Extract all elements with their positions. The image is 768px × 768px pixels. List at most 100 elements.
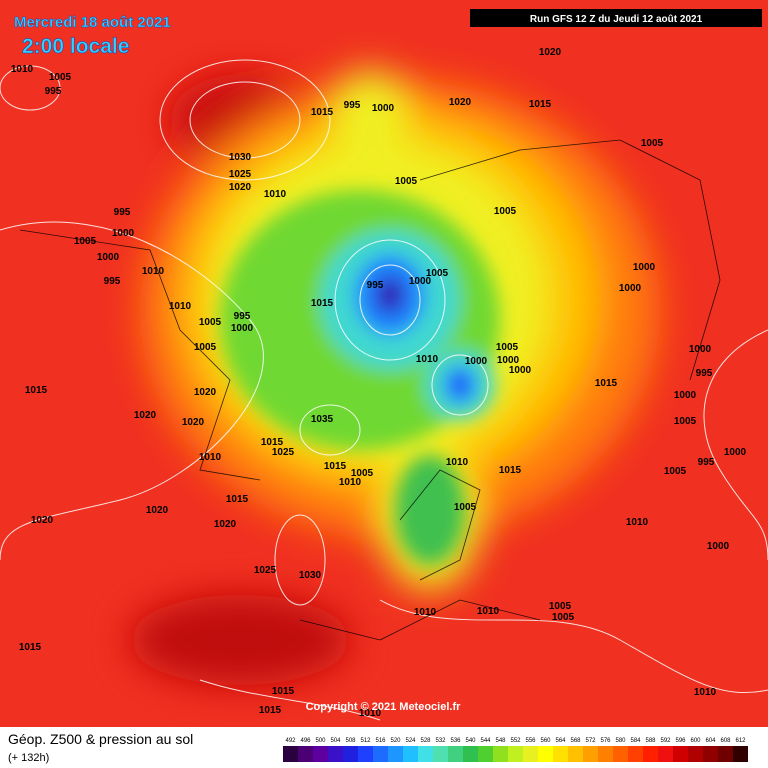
isobar-label: 1010: [142, 266, 165, 277]
isobar-label: 1020: [146, 505, 169, 516]
isobar-label: 1020: [31, 515, 54, 526]
legend-label: 576: [600, 738, 611, 744]
legend-label: 504: [330, 738, 341, 744]
isobar-label: 1020: [229, 182, 252, 193]
isobar-label: 1000: [707, 541, 730, 552]
legend-label: 520: [390, 738, 401, 744]
isobar-label: 1005: [641, 138, 664, 149]
isobar-label: 1010: [169, 301, 192, 312]
legend-label: 564: [555, 738, 566, 744]
isobar-label: 1005: [426, 268, 449, 279]
footer-title: Géop. Z500 & pression au sol: [8, 731, 193, 747]
isobar-label: 1000: [112, 228, 135, 239]
date-title: Mercredi 18 août 2021: [14, 14, 171, 31]
isobar-label: 1005: [74, 236, 97, 247]
isobar-label: 1035: [311, 414, 334, 425]
isobar-label: 995: [344, 100, 361, 111]
legend-swatch: [403, 746, 418, 762]
isobar-label: 1010: [416, 354, 439, 365]
isobar-label: 1000: [509, 365, 532, 376]
isobar-label: 1000: [409, 276, 432, 287]
isobar-label: 1015: [529, 99, 552, 110]
run-info: Run GFS 12 Z du Jeudi 12 août 2021: [530, 14, 703, 25]
legend-swatch: [373, 746, 388, 762]
legend-swatch: [283, 746, 298, 762]
isobar-label: 995: [114, 207, 131, 218]
legend-swatch: [703, 746, 718, 762]
legend-swatch: [688, 746, 703, 762]
legend-label: 544: [480, 738, 491, 744]
legend-swatch: [598, 746, 613, 762]
footer-lead: (+ 132h): [8, 752, 49, 764]
isobar-label: 1015: [311, 298, 334, 309]
isobar-label: 1000: [724, 447, 747, 458]
isobar-label: 1015: [272, 686, 295, 697]
time-subtitle: 2:00 locale: [22, 35, 129, 58]
copyright: Copyright © 2021 Meteociel.fr: [306, 701, 462, 713]
legend-label: 536: [450, 738, 461, 744]
isobar-label: 1020: [194, 387, 217, 398]
isobar-label: 1010: [264, 189, 287, 200]
legend-label: 532: [435, 738, 446, 744]
legend-label: 608: [720, 738, 731, 744]
legend-swatch: [733, 746, 748, 762]
legend-swatch: [433, 746, 448, 762]
legend-label: 496: [300, 738, 311, 744]
legend-label: 516: [375, 738, 386, 744]
legend-swatch: [388, 746, 403, 762]
isobar-label: 1010: [339, 477, 362, 488]
legend-swatch: [538, 746, 553, 762]
isobar-label: 1020: [134, 410, 157, 421]
legend-swatch: [358, 746, 373, 762]
isobar-label: 1015: [311, 107, 334, 118]
legend-label: 572: [585, 738, 596, 744]
isobar-label: 1005: [549, 601, 572, 612]
legend-label: 588: [645, 738, 656, 744]
legend-swatch: [613, 746, 628, 762]
isobar-label: 1010: [446, 457, 469, 468]
isobar-label: 1020: [449, 97, 472, 108]
legend-swatch: [418, 746, 433, 762]
legend-label: 556: [525, 738, 536, 744]
isobar-label: 1020: [539, 47, 562, 58]
isobar-label: 1015: [324, 461, 347, 472]
isobar-label: 1015: [259, 705, 282, 716]
isobar-label: 1000: [372, 103, 395, 114]
legend-swatch: [313, 746, 328, 762]
legend-swatch: [553, 746, 568, 762]
legend-swatch: [673, 746, 688, 762]
legend-swatch: [298, 746, 313, 762]
isobar-label: 1000: [689, 344, 712, 355]
isobar-label: 1025: [272, 447, 295, 458]
isobar-label: 1000: [97, 252, 120, 263]
isobar-label: 995: [698, 457, 715, 468]
isobar-label: 1010: [694, 687, 717, 698]
isobar-label: 1010: [414, 607, 437, 618]
legend-label: 604: [705, 738, 716, 744]
legend-label: 540: [465, 738, 476, 744]
legend-label: 528: [420, 738, 431, 744]
isobar-label: 1020: [182, 417, 205, 428]
legend-swatch: [628, 746, 643, 762]
legend-label: 580: [615, 738, 626, 744]
legend-swatch: [568, 746, 583, 762]
isobar-label: 1015: [19, 642, 42, 653]
isobar-label: 995: [234, 311, 251, 322]
legend-swatch: [463, 746, 478, 762]
isobar-label: 1015: [595, 378, 618, 389]
isobar-label: 1010: [11, 64, 34, 75]
isobar-label: 1000: [465, 356, 488, 367]
legend-swatch: [448, 746, 463, 762]
isobar-label: 995: [45, 86, 62, 97]
isobar-label: 1005: [49, 72, 72, 83]
legend-label: 552: [510, 738, 521, 744]
isobar-label: 1005: [494, 206, 517, 217]
legend-swatch: [583, 746, 598, 762]
isobar-label: 1000: [231, 323, 254, 334]
legend-label: 596: [675, 738, 686, 744]
isobar-label: 1005: [664, 466, 687, 477]
legend-swatch: [493, 746, 508, 762]
isobar-label: 995: [367, 280, 384, 291]
isobar-label: 995: [696, 368, 713, 379]
